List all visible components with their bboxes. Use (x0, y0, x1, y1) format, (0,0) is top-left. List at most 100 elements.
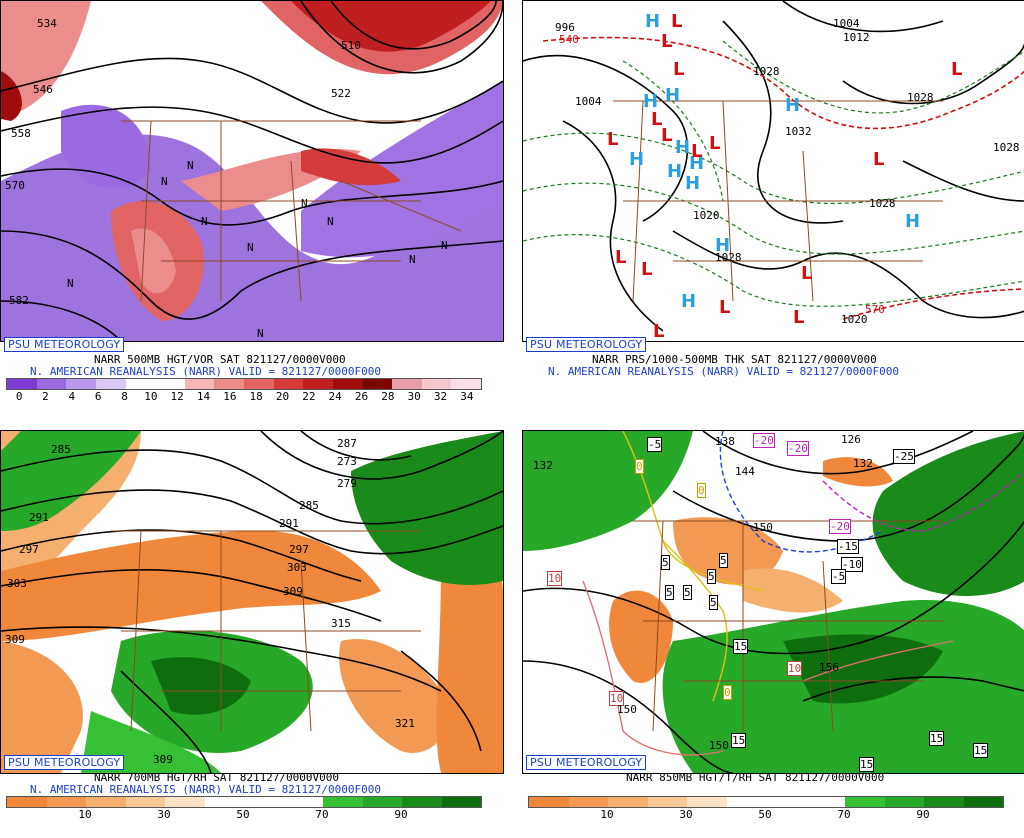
colorbar-tick-label: 30 (679, 808, 693, 821)
height-contour (1, 626, 442, 692)
contour-label: 5 (709, 595, 718, 610)
height-contour (1, 57, 503, 124)
thickness-contour (622, 60, 724, 202)
high-pressure-marker: H (685, 173, 701, 194)
contour-label: 5 (683, 585, 692, 600)
vorticity-colorbar (6, 378, 482, 390)
contour-label: 126 (841, 433, 861, 446)
colorbar-swatch (647, 797, 687, 807)
colorbar-tick-label: 90 (394, 808, 408, 821)
minimum-marker: N (257, 327, 264, 340)
contour-label: 540 (559, 33, 579, 46)
colorbar-swatch (441, 797, 481, 807)
low-pressure-marker: L (661, 31, 673, 52)
height-contour (672, 432, 1024, 542)
colorbar-swatch (204, 797, 244, 807)
minimum-marker: N (409, 253, 416, 266)
positive-vorticity-band (301, 148, 401, 186)
humidity-850-colorbar (528, 796, 1004, 808)
temperature-contour (802, 640, 954, 682)
contour-label: 150 (753, 521, 773, 534)
height-contour (330, 1, 497, 50)
colorbar-swatch (421, 379, 452, 389)
colorbar-swatch (273, 379, 304, 389)
colorbar-swatch (165, 797, 205, 807)
psu-meteorology-badge: PSU METEOROLOGY (526, 337, 647, 352)
contour-label: 321 (395, 717, 415, 730)
height-contour (1, 230, 503, 320)
negative-vorticity-field (301, 81, 503, 258)
colorbar-swatch (66, 379, 96, 389)
contour-label: 1012 (843, 31, 870, 44)
contour-label: 273 (337, 455, 357, 468)
contour-label: 5 (719, 553, 728, 568)
colorbar-tick-label: 34 (460, 390, 474, 403)
isobar (842, 42, 1024, 105)
positive-vorticity-band (1, 1, 91, 116)
isobar (782, 1, 944, 33)
humidity-700-colorbar-ticks: 10 30 50 70 90 (6, 808, 480, 822)
colorbar-tick-label: 50 (236, 808, 250, 821)
minimum-marker: N (301, 197, 308, 210)
low-pressure-marker: L (653, 321, 665, 342)
height-contour (400, 650, 482, 752)
thickness-570-line (842, 288, 1024, 320)
colorbar-tick-label: 26 (354, 390, 369, 403)
isobar (562, 120, 664, 332)
contour-label: 291 (279, 517, 299, 530)
moist-area (872, 431, 1024, 596)
isobar (672, 230, 1024, 319)
contour-label: 144 (735, 465, 755, 478)
temperature-contour (822, 470, 1024, 532)
contour-label: 534 (37, 17, 57, 30)
height-contour (120, 670, 212, 773)
contour-label: 570 (865, 303, 885, 316)
psu-meteorology-badge: PSU METEOROLOGY (4, 337, 125, 352)
colorbar-swatch (36, 379, 67, 389)
contour-label: -10 (841, 557, 863, 572)
low-pressure-marker: L (719, 297, 731, 318)
panel-500mb-vorticity: 534 546 558 570 582 510 522 570 N N N N … (0, 0, 504, 408)
panel-850mb-temperature-humidity: -5 132 138 -20 -20 -25 144 -20 -15 -10 -… (522, 430, 1024, 838)
contour-label: -15 (837, 539, 859, 554)
colorbar-swatch (362, 797, 402, 807)
colorbar-swatch (125, 379, 156, 389)
colorbar-tick-label: 70 (315, 808, 329, 821)
high-pressure-marker: H (675, 137, 691, 158)
colorbar-swatch (845, 797, 885, 807)
high-pressure-marker: H (643, 91, 659, 112)
state-border (822, 560, 834, 732)
contour-label: 1028 (869, 197, 896, 210)
colorbar-tick-label: 50 (758, 808, 772, 821)
minimum-marker: N (441, 239, 448, 252)
contour-label: 5 (707, 569, 716, 584)
colorbar-swatch (529, 797, 569, 807)
contour-label: 132 (533, 459, 553, 472)
high-pressure-marker: H (785, 95, 801, 116)
vorticity-map-svg (1, 1, 503, 341)
colorbar-swatch (766, 797, 806, 807)
contour-label: 309 (153, 753, 173, 766)
minimum-marker: N (67, 277, 74, 290)
colorbar-swatch (7, 379, 37, 389)
pressure-map-svg (523, 1, 1024, 341)
low-pressure-marker: L (673, 59, 685, 80)
colorbar-tick-label: 30 (157, 808, 171, 821)
contour-label: 5 (661, 555, 670, 570)
chart-title-line: NARR 700MB HGT/RH SAT 821127/0000V000 (94, 771, 340, 784)
psu-meteorology-badge: PSU METEOROLOGY (526, 755, 647, 770)
humidity-700-map: 285 291 297 303 309 287 273 279 285 291 … (0, 430, 504, 774)
isobar (523, 54, 689, 222)
height-contour (260, 431, 503, 480)
contour-label: 582 (9, 294, 29, 307)
temperature-contour (582, 580, 724, 756)
colorbar-swatch (687, 797, 727, 807)
thickness-contour (523, 132, 1024, 204)
colorbar-swatch (155, 379, 185, 389)
contour-label: 285 (299, 499, 319, 512)
negative-vorticity-field (61, 104, 151, 189)
colorbar-swatch (86, 797, 126, 807)
positive-vorticity-band (1, 71, 22, 121)
contour-label: 1004 (833, 17, 860, 30)
contour-label: 315 (331, 617, 351, 630)
